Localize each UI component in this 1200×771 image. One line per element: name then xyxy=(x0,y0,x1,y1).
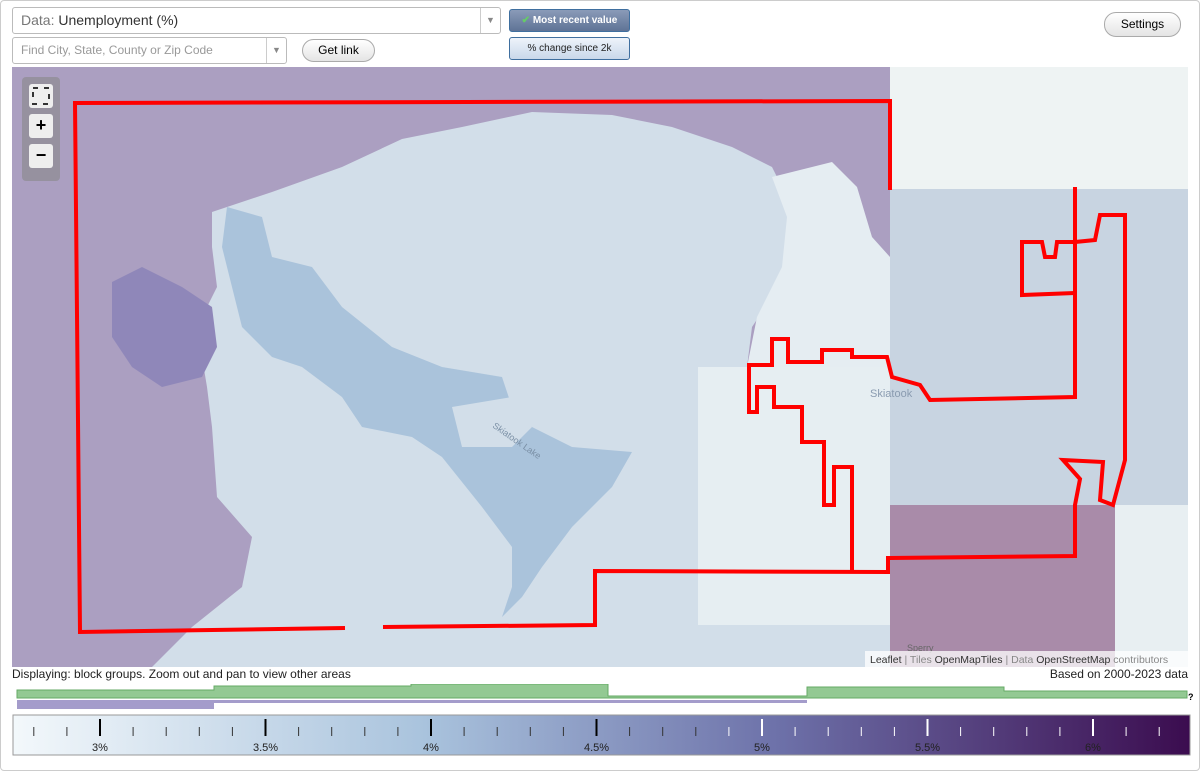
attr-text: | xyxy=(904,654,907,666)
help-icon[interactable]: ? xyxy=(1188,692,1194,702)
check-icon: ✔ xyxy=(521,15,531,26)
zoom-out-button[interactable] xyxy=(29,144,53,168)
dropdown-arrow: ▼ xyxy=(480,8,500,33)
fullscreen-button[interactable] xyxy=(29,84,53,108)
region xyxy=(890,67,1188,192)
settings-button[interactable]: Settings xyxy=(1104,12,1181,37)
attr-link[interactable]: Leaflet xyxy=(870,654,902,666)
island xyxy=(452,397,532,447)
legend: 3% 3.5% 4% 4.5% 5% 5.5% 6% xyxy=(12,714,1191,756)
map: Skiatook Skiatook Lake Sperry + − Leafle… xyxy=(12,67,1188,667)
percent-change-button[interactable]: % change since 2k xyxy=(509,37,630,60)
most-recent-label: Most recent value xyxy=(532,15,618,26)
range-bar xyxy=(16,684,1188,699)
legend-label: 5.5% xyxy=(915,742,940,754)
attr-text: Data xyxy=(1011,654,1033,666)
range-bar xyxy=(17,700,214,709)
fullscreen-icon xyxy=(32,87,50,105)
place-label: Skiatook xyxy=(870,388,913,400)
zoom-in-button[interactable] xyxy=(29,114,53,138)
region xyxy=(890,505,1115,667)
legend-label: 3.5% xyxy=(253,742,278,754)
most-recent-button[interactable]: ✔ Most recent value xyxy=(509,9,630,32)
place-label: Sperry xyxy=(907,643,934,653)
attr-link[interactable]: OpenStreetMap xyxy=(1036,654,1110,666)
range-bar xyxy=(214,700,807,703)
region xyxy=(1115,505,1188,667)
zoom-in-label: + xyxy=(36,115,47,135)
legend-label: 6% xyxy=(1085,742,1101,754)
legend-label: 4.5% xyxy=(584,742,609,754)
get-link-button[interactable]: Get link xyxy=(302,39,375,62)
dropdown-arrow: ▼ xyxy=(266,38,286,63)
search-box[interactable]: Find City, State, County or Zip Code ▼ xyxy=(12,37,287,64)
region xyxy=(890,189,1188,505)
data-select[interactable]: Data: Unemployment (%) ▼ xyxy=(12,7,501,34)
attr-text: Tiles xyxy=(910,654,932,666)
legend-label: 4% xyxy=(423,742,439,754)
data-label: Data: xyxy=(21,12,55,28)
zoom-out-label: − xyxy=(36,145,47,165)
attribution: Leaflet | Tiles OpenMapTiles | Data Open… xyxy=(870,654,1168,666)
based-on-text: Based on 2000-2023 data xyxy=(1049,667,1188,681)
boundary xyxy=(72,98,1127,635)
range-bars: ? xyxy=(16,684,1194,709)
lake-arm xyxy=(112,267,217,387)
region xyxy=(152,112,890,667)
legend-label: 3% xyxy=(92,742,108,754)
search-placeholder: Find City, State, County or Zip Code xyxy=(21,43,213,57)
region xyxy=(747,162,890,367)
attr-link[interactable]: OpenMapTiles xyxy=(935,654,1003,666)
attribution-bg xyxy=(865,651,1188,667)
data-value: Unemployment (%) xyxy=(58,12,179,28)
region xyxy=(698,367,890,625)
legend-label: 5% xyxy=(754,742,770,754)
attr-text: contributors xyxy=(1113,654,1168,666)
displaying-text: Displaying: block groups. Zoom out and p… xyxy=(12,667,351,681)
lake xyxy=(222,207,632,617)
attr-text: | xyxy=(1005,654,1008,666)
